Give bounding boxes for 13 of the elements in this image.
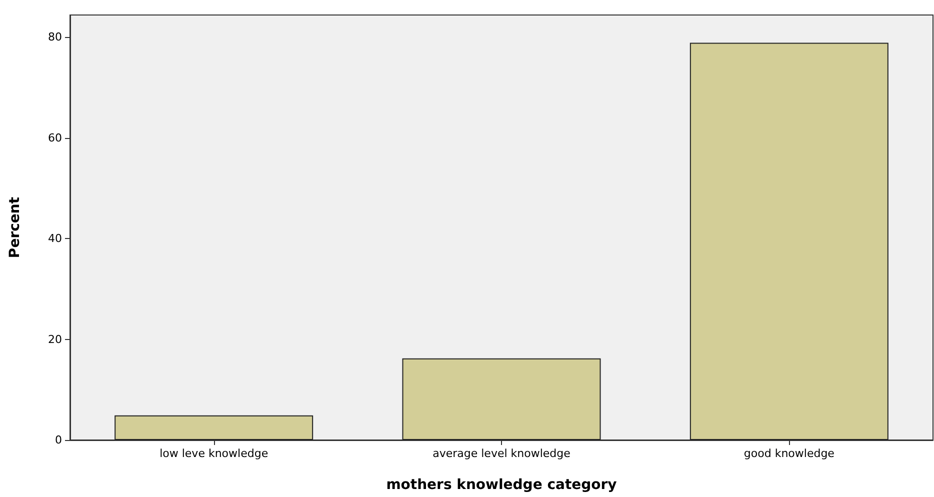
- bar: [690, 42, 888, 440]
- x-tick-label: good knowledge: [744, 447, 835, 460]
- y-tick-label: 20: [48, 332, 62, 346]
- y-tick-label: 80: [48, 30, 62, 44]
- x-tick-label: low leve knowledge: [160, 447, 268, 460]
- y-tick-label: 60: [48, 131, 62, 144]
- x-tick-label: average level knowledge: [432, 447, 571, 460]
- y-axis-title: Percent: [7, 196, 23, 258]
- bar: [402, 358, 601, 440]
- y-tick-label: 0: [55, 434, 62, 446]
- x-axis-title: mothers knowledge category: [386, 477, 617, 493]
- bar: [114, 415, 314, 440]
- y-tick-label: 40: [48, 232, 62, 246]
